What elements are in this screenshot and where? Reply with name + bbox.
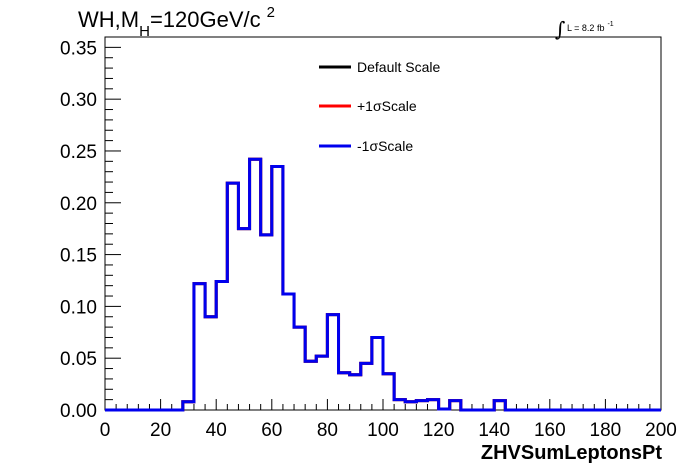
x-tick-label: 180 <box>590 420 622 441</box>
lumi-text: L = 8.2 fb <box>567 23 604 33</box>
x-tick-label: 100 <box>367 420 399 441</box>
y-tick-label: 0.05 <box>60 349 97 370</box>
chart-title: WH,MH=120GeV/c 2 <box>78 4 275 40</box>
y-tick-label: 0.10 <box>60 297 97 318</box>
legend-label-plus: +1σScale <box>357 98 417 114</box>
y-tick-label: 0.25 <box>60 142 97 163</box>
x-tick-label: 120 <box>423 420 455 441</box>
title-main: =120GeV/c <box>150 7 261 32</box>
x-tick-label: 140 <box>478 420 510 441</box>
legend: Default Scale +1σScale -1σScale <box>319 59 440 154</box>
title-prefix: WH,M <box>78 7 139 32</box>
legend-label-default: Default Scale <box>357 59 440 75</box>
y-tick-label: 0.30 <box>60 90 97 111</box>
x-tick-label: 200 <box>645 420 677 441</box>
x-tick-label: 20 <box>150 420 171 441</box>
axes: 0 20 40 60 80 100 120 140 160 180 200 0.00 0.05 0.10 0… <box>60 38 677 441</box>
x-axis-label: ZHVSumLeptonsPt <box>481 442 662 464</box>
y-tick-label: 0.35 <box>60 38 97 59</box>
legend-label-minus: -1σScale <box>357 138 413 154</box>
x-tick-label: 80 <box>317 420 338 441</box>
lumi-superscript: -1 <box>607 21 613 28</box>
y-tick-label: 0.20 <box>60 194 97 215</box>
lumi-annotation: L = 8.2 fb -1 <box>567 21 614 33</box>
x-tick-label: 0 <box>100 420 111 441</box>
title-subscript: H <box>139 23 150 40</box>
lumi-integral-sign: ∫ <box>555 17 565 41</box>
x-tick-label: 60 <box>261 420 282 441</box>
x-tick-label: 160 <box>534 420 566 441</box>
series-minus-1sigma <box>105 157 661 412</box>
y-tick-label: 0.00 <box>60 401 97 422</box>
series-layer <box>105 157 661 412</box>
y-tick-label: 0.15 <box>60 246 97 267</box>
x-tick-label: 40 <box>206 420 227 441</box>
title-superscript: 2 <box>267 4 275 21</box>
